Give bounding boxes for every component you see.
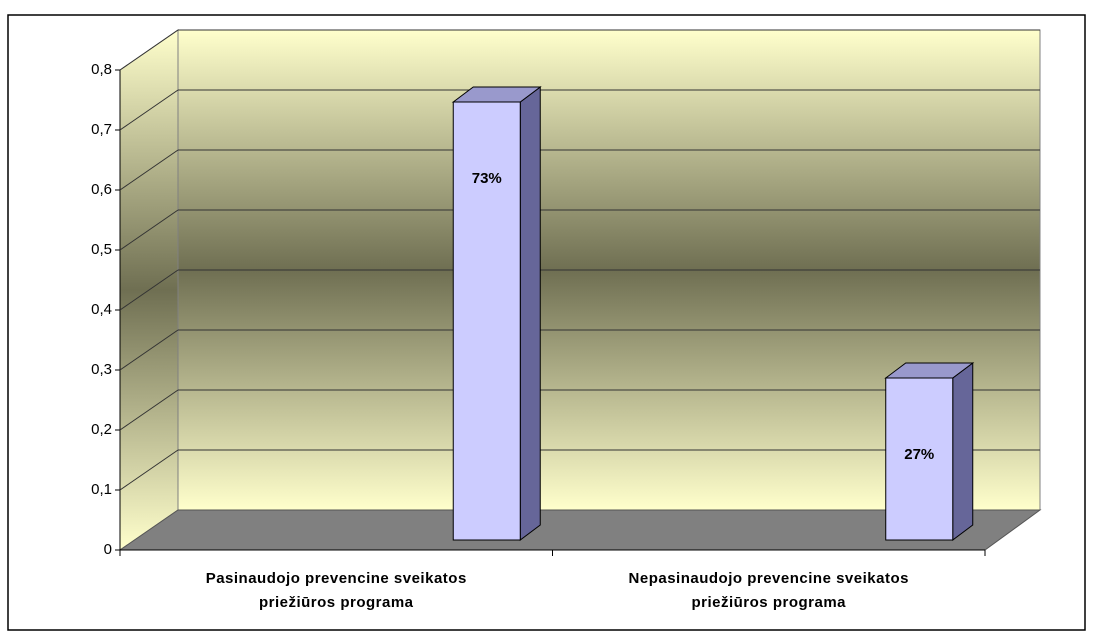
bar-side (519, 86, 541, 541)
grid-line (119, 209, 179, 251)
bar (452, 101, 521, 541)
grid-line (119, 149, 179, 191)
y-tick-label: 0,5 (91, 241, 112, 258)
y-tick-label: 0,2 (91, 421, 112, 438)
grid-line (119, 89, 179, 131)
y-tick-label: 0,1 (91, 481, 112, 498)
x-tick-label: Pasinaudojo prevencine sveikatos priežiū… (205, 570, 467, 611)
grid-line (119, 29, 179, 71)
bar (885, 377, 954, 541)
grid-line (119, 329, 179, 371)
grid-line (119, 389, 179, 431)
data-label: 73% (472, 170, 502, 187)
y-tick-label: 0,3 (91, 361, 112, 378)
x-tick-label: Nepasinaudojo prevencine sveikatos priež… (628, 570, 909, 611)
y-tick-label: 0 (104, 541, 112, 558)
grid-line (119, 449, 179, 491)
grid-line (119, 269, 179, 311)
bar-side (952, 362, 974, 541)
data-label: 27% (904, 446, 934, 463)
y-tick-label: 0,6 (91, 181, 112, 198)
y-tick-label: 0,8 (91, 61, 112, 78)
y-tick-label: 0,7 (91, 121, 112, 138)
y-tick-label: 0,4 (91, 301, 112, 318)
